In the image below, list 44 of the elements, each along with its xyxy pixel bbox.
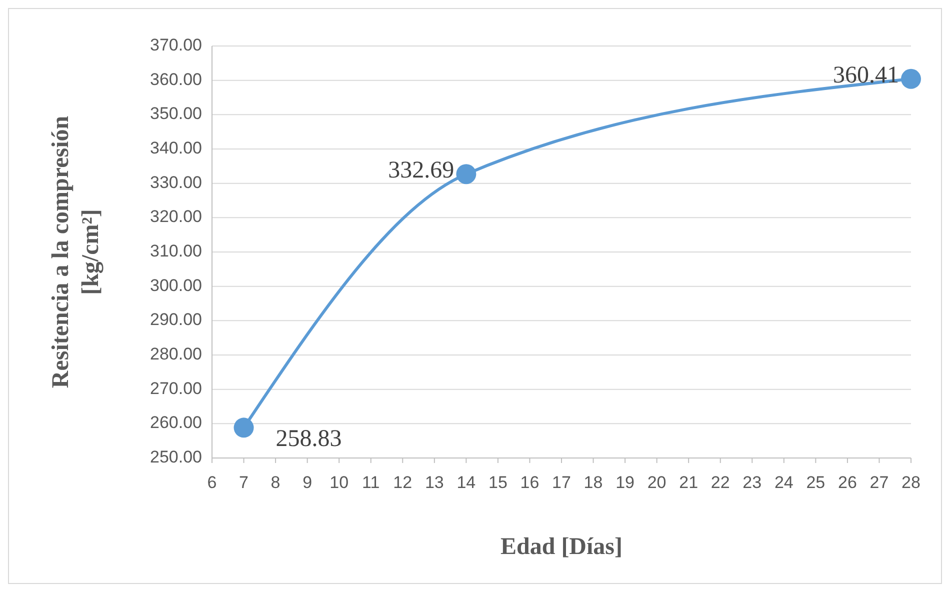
point xyxy=(901,68,921,89)
x-tick-label: 13 xyxy=(424,473,444,492)
y-tick-label: 350.00 xyxy=(150,104,202,124)
x-tick-label: 11 xyxy=(362,473,380,492)
y-tick-label: 310.00 xyxy=(150,241,202,260)
y-tick-label: 330.00 xyxy=(150,172,202,192)
x-tick-label: 7 xyxy=(239,473,249,492)
x-tick-label: 28 xyxy=(902,473,920,492)
y-tick-label: 360.00 xyxy=(150,70,202,89)
x-tick-label: 25 xyxy=(806,473,826,492)
x-tick-label: 19 xyxy=(616,473,635,492)
y-tick-label: 340.00 xyxy=(150,138,202,158)
y-tick-label: 320.00 xyxy=(150,207,202,226)
x-tick-label: 26 xyxy=(838,473,857,492)
x-tick-label: 15 xyxy=(488,473,508,492)
y-tick-label: 270.00 xyxy=(150,378,202,398)
data-label: 258.83 xyxy=(276,426,342,452)
y-tick-label: 300.00 xyxy=(150,276,202,295)
x-tick-label: 22 xyxy=(710,473,730,492)
y-axis-title: Resitencia a la compresión [kg/cm²] xyxy=(48,116,104,388)
y-tick-label: 250.00 xyxy=(150,447,202,466)
x-tick-label: 14 xyxy=(456,473,476,492)
x-tick-label: 20 xyxy=(647,473,666,492)
x-tick-label: 9 xyxy=(302,473,312,492)
x-axis-title: Edad [Días] xyxy=(500,534,623,560)
y-tick-label: 280.00 xyxy=(150,344,202,364)
y-tick-label: 370.00 xyxy=(150,35,202,54)
x-tick-label: 12 xyxy=(393,473,412,492)
x-tick-label: 16 xyxy=(520,473,540,492)
x-tick-label: 17 xyxy=(552,473,571,492)
x-tick-label: 23 xyxy=(742,473,762,492)
y-tick-label: 290.00 xyxy=(150,310,202,330)
data-label: 360.41 xyxy=(833,62,899,88)
x-tick-label: 6 xyxy=(207,473,217,492)
x-tick-label: 18 xyxy=(584,473,603,492)
x-tick-label: 24 xyxy=(774,473,794,492)
x-tick-label: 10 xyxy=(330,473,349,492)
point xyxy=(456,164,476,184)
y-tick-label: 260.00 xyxy=(150,413,202,432)
x-tick-label: 27 xyxy=(870,473,889,492)
point xyxy=(234,418,254,438)
data-label: 332.69 xyxy=(388,158,454,184)
x-tick-label: 8 xyxy=(270,473,280,492)
x-tick-label: 21 xyxy=(679,473,698,492)
